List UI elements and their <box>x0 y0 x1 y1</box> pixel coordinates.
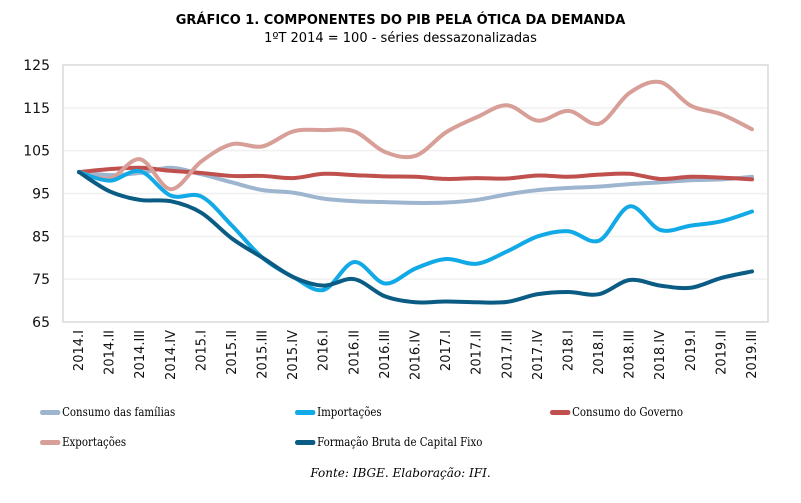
series-line-consumo-do-governo <box>77 165 754 182</box>
chart-subtitle: 1ºT 2014 = 100 - séries dessazonalizadas <box>264 31 537 46</box>
legend-item-consumo-governo: Consumo do Governo <box>550 405 683 419</box>
plot-area-border <box>62 64 769 323</box>
x-tick-label: 2018.IV <box>653 330 668 380</box>
legend-swatch <box>295 409 316 415</box>
x-tick-label: 2015.I <box>194 330 209 371</box>
legend-item-importacoes: Importações <box>295 405 382 419</box>
legend-item-fbcf: Formação Bruta de Capital Fixo <box>295 435 482 449</box>
legend-item-consumo-familias: Consumo das famílias <box>40 405 175 419</box>
source-note: Fonte: IBGE. Elaboração: IFI. <box>310 466 491 480</box>
x-tick-label: 2019.I <box>684 330 699 371</box>
legend-swatch <box>40 439 61 445</box>
x-tick-label: 2014.I <box>72 330 87 371</box>
x-tick-label: 2018.II <box>592 330 607 375</box>
chart-title: GRÁFICO 1. COMPONENTES DO PIB PELA ÓTICA… <box>175 13 626 28</box>
series-line-forma-o-bruta-de-capital-fixo <box>77 170 754 305</box>
y-tick-label: 95 <box>32 187 50 203</box>
legend-label: Exportações <box>62 435 127 449</box>
x-tick-label: 2019.III <box>745 330 760 379</box>
y-tick-label: 85 <box>32 229 50 245</box>
x-tick-label: 2018.I <box>561 330 576 371</box>
legend-swatch <box>295 439 316 445</box>
x-tick-label: 2014.III <box>133 330 148 379</box>
x-tick-label: 2016.IV <box>409 330 424 380</box>
x-tick-label: 2017.II <box>470 330 485 375</box>
x-tick-label: 2016.I <box>317 330 332 371</box>
legend-swatch <box>40 409 61 415</box>
x-tick-label: 2015.II <box>225 330 240 375</box>
legend-label: Importações <box>317 405 382 419</box>
legend-item-exportacoes: Exportações <box>40 435 126 449</box>
series-line-importa-es <box>77 168 754 293</box>
x-tick-label: 2019.II <box>714 330 729 375</box>
y-tick-label: 115 <box>23 101 50 117</box>
x-tick-label: 2016.III <box>378 330 393 379</box>
legend-label: Consumo das famílias <box>62 405 176 419</box>
x-tick-label: 2017.III <box>500 330 515 379</box>
x-tick-label: 2017.I <box>439 330 454 371</box>
y-tick-label: 75 <box>32 272 50 288</box>
y-tick-label: 105 <box>23 144 50 160</box>
y-tick-label: 125 <box>23 58 50 74</box>
legend-label: Consumo do Governo <box>572 405 684 419</box>
x-tick-label: 2014.IV <box>164 330 179 380</box>
x-tick-label: 2015.III <box>256 330 271 379</box>
y-tick-label: 65 <box>32 315 50 331</box>
series-line-exporta-es <box>77 79 754 192</box>
legend-swatch <box>550 409 571 415</box>
x-tick-label: 2016.II <box>347 330 362 375</box>
x-tick-label: 2018.III <box>623 330 638 379</box>
x-tick-label: 2017.IV <box>531 330 546 380</box>
x-tick-label: 2015.IV <box>286 330 301 380</box>
legend-label: Formação Bruta de Capital Fixo <box>317 435 483 449</box>
x-tick-label: 2014.II <box>103 330 118 375</box>
